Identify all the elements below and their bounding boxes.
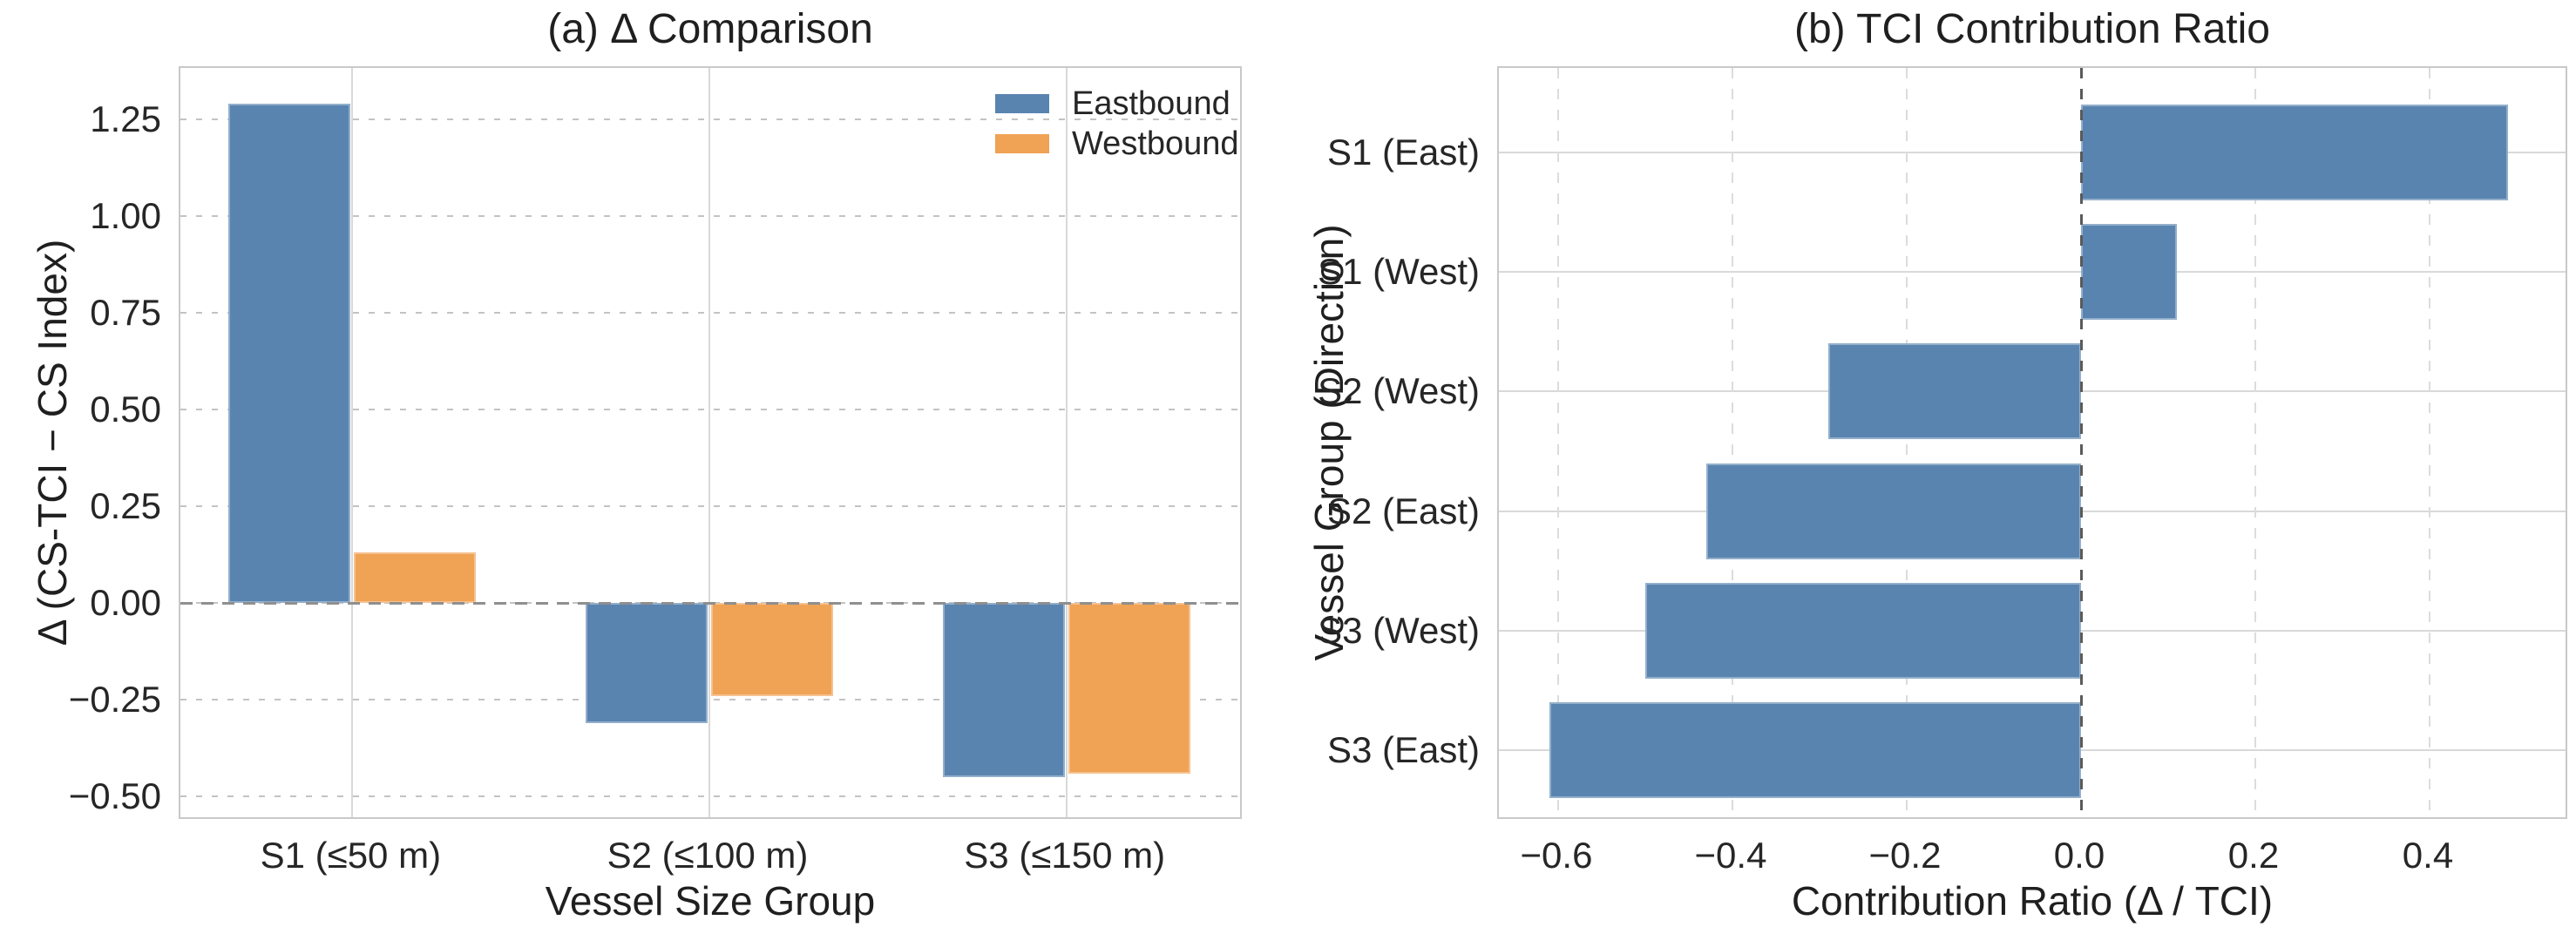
- panel-a-xtick-label-0: S1 (≤50 m): [260, 835, 442, 876]
- gridline-horizontal-ytick-4: [180, 505, 1240, 508]
- panel-a-ytick-label-4: 0.25: [90, 485, 161, 527]
- eastbound-swatch-icon: [995, 94, 1049, 113]
- panel-b-ytick-label-5: S3 (East): [1326, 729, 1480, 770]
- bar-s1-east-: [2081, 105, 2508, 200]
- panel-a-legend: Eastbound Westbound: [995, 84, 1239, 164]
- legend-entry-eastbound: Eastbound: [995, 84, 1239, 124]
- bar-s3-east-: [1549, 702, 2081, 798]
- gridline-horizontal-category-1: [1499, 271, 2566, 274]
- panel-a-ytick-label-3: 0.50: [90, 389, 161, 430]
- panel-b-ytick-label-4: S3 (West): [1318, 609, 1480, 651]
- panel-b-ytick-label-3: S2 (East): [1326, 490, 1480, 531]
- panel-b-xtick-label-1: −0.4: [1694, 835, 1767, 876]
- bar-s2-east-: [1706, 463, 2081, 559]
- bar-s2-west-: [1828, 343, 2081, 440]
- panel-a-plot-area: [179, 66, 1242, 819]
- panel-b-ytick-label-1: S1 (West): [1318, 251, 1480, 293]
- gridline-horizontal-ytick-7: [180, 795, 1240, 798]
- panel-b-plot-area: [1497, 66, 2567, 819]
- panel-a-title: (a) Δ Comparison: [547, 6, 873, 52]
- panel-b-ylabel: Vessel Group (Direction): [1306, 224, 1352, 661]
- zero-line-panel-a: [180, 601, 1240, 605]
- panel-b-xtick-label-5: 0.4: [2402, 835, 2454, 876]
- gridline-vertical-xtick-1: [1732, 68, 1733, 817]
- gridline-horizontal-ytick-0: [180, 118, 1240, 120]
- panel-a-xlabel: Vessel Size Group: [545, 878, 876, 924]
- panel-b-title: (b) TCI Contribution Ratio: [1794, 6, 2270, 52]
- bar-s3-west-: [1645, 582, 2081, 679]
- panel-b-xtick-label-0: −0.6: [1520, 835, 1593, 876]
- bar-eastbound-0: [228, 103, 351, 604]
- gridline-vertical-xtick-2: [1906, 68, 1908, 817]
- gridline-vertical-category-2: [1065, 68, 1068, 817]
- bar-westbound-2: [1068, 603, 1190, 774]
- panel-b-ytick-label-0: S1 (East): [1326, 132, 1480, 173]
- gridline-horizontal-ytick-3: [180, 409, 1240, 410]
- gridline-horizontal-ytick-1: [180, 214, 1240, 217]
- panel-b-ytick-label-2: S2 (West): [1318, 370, 1480, 412]
- panel-b-xtick-label-2: −0.2: [1868, 835, 1942, 876]
- legend-label-eastbound: Eastbound: [1072, 85, 1230, 122]
- gridline-vertical-category-1: [708, 68, 711, 817]
- bar-eastbound-2: [942, 603, 1065, 778]
- gridline-vertical-xtick-5: [2429, 68, 2430, 817]
- panel-a-ytick-label-0: 1.25: [90, 98, 161, 139]
- gridline-horizontal-ytick-2: [180, 311, 1240, 314]
- bar-eastbound-1: [586, 603, 708, 723]
- panel-a-ytick-label-1: 1.00: [90, 194, 161, 236]
- gridline-vertical-xtick-4: [2254, 68, 2256, 817]
- panel-a-ytick-label-2: 0.75: [90, 291, 161, 333]
- legend-label-westbound: Westbound: [1072, 125, 1239, 162]
- westbound-swatch-icon: [995, 134, 1049, 153]
- zero-line-panel-b: [2079, 68, 2083, 817]
- panel-b-xlabel: Contribution Ratio (Δ / TCI): [1791, 878, 2274, 924]
- panel-a-xtick-label-1: S2 (≤100 m): [607, 835, 809, 876]
- panel-b-xtick-label-3: 0.0: [2053, 835, 2105, 876]
- bar-westbound-0: [354, 552, 477, 604]
- gridline-horizontal-ytick-6: [180, 699, 1240, 701]
- panel-a-xtick-label-2: S3 (≤150 m): [964, 835, 1166, 876]
- gridline-vertical-category-0: [351, 68, 354, 817]
- panel-a-ytick-label-7: −0.50: [68, 775, 161, 817]
- bar-westbound-1: [711, 603, 834, 696]
- panel-b-xtick-label-4: 0.2: [2227, 835, 2280, 876]
- gridline-horizontal-category-0: [1499, 152, 2566, 153]
- bar-s1-west-: [2081, 224, 2177, 321]
- panel-a-ytick-label-5: 0.00: [90, 582, 161, 624]
- gridline-vertical-xtick-0: [1557, 68, 1559, 817]
- panel-a-ytick-label-6: −0.25: [68, 679, 161, 721]
- legend-entry-westbound: Westbound: [995, 124, 1239, 164]
